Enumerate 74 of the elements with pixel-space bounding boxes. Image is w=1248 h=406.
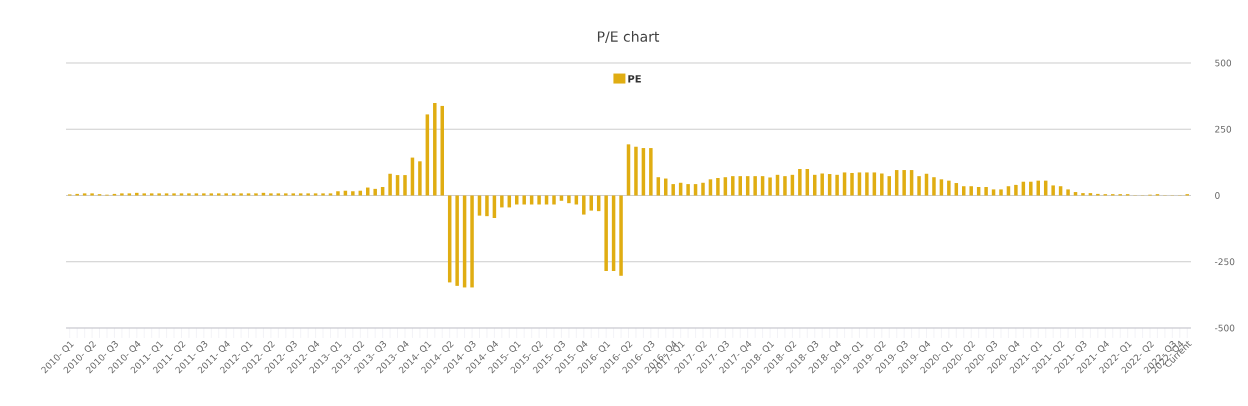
bar (388, 173, 392, 196)
bar (604, 195, 608, 272)
bar (157, 193, 161, 196)
bar (120, 193, 124, 196)
bar (753, 176, 757, 196)
bar (686, 184, 690, 196)
bar (455, 195, 459, 286)
bar (142, 193, 146, 196)
bar (239, 193, 243, 196)
bar (306, 193, 310, 196)
bar (269, 193, 273, 196)
bar (567, 195, 571, 204)
y-tick-label: -250 (1214, 258, 1235, 266)
bar (716, 178, 720, 196)
bar (962, 186, 966, 196)
bar (783, 176, 787, 196)
bar (403, 175, 407, 196)
bar (291, 193, 295, 196)
bar (470, 195, 474, 288)
bar (418, 161, 422, 196)
bar (582, 195, 586, 215)
bar (1029, 181, 1033, 196)
bar (634, 146, 638, 196)
bar (619, 195, 623, 276)
y-tick-label: -500 (1214, 324, 1235, 332)
y-tick-label: 500 (1215, 59, 1232, 67)
bar (671, 184, 675, 196)
bar (1014, 184, 1018, 196)
y-tick-label: 0 (1215, 192, 1220, 199)
bar (820, 173, 824, 196)
bar (731, 176, 735, 196)
legend-label: PE (628, 75, 641, 83)
bar (321, 193, 325, 196)
bar (932, 177, 936, 196)
bar (798, 168, 802, 196)
bar (90, 193, 94, 196)
bar (984, 187, 988, 196)
bar (768, 177, 772, 196)
bar (1051, 185, 1055, 196)
bar (559, 195, 564, 201)
bar (1081, 193, 1085, 196)
bar (835, 174, 839, 196)
bar (865, 172, 869, 196)
bar (999, 189, 1003, 196)
bar (202, 193, 206, 196)
bar (902, 170, 906, 196)
bar (254, 193, 258, 196)
bar (284, 193, 288, 196)
bar (813, 174, 817, 196)
bar (500, 195, 504, 208)
bar (701, 182, 705, 196)
bar (224, 193, 228, 196)
bar (336, 191, 340, 196)
bar (850, 172, 854, 196)
bar (880, 173, 884, 196)
y-tick-label: 250 (1215, 125, 1232, 133)
bar (485, 195, 489, 217)
bar (522, 195, 526, 205)
bar (589, 195, 593, 211)
bar (433, 103, 437, 196)
bar (649, 148, 653, 196)
bar (1066, 189, 1070, 196)
bar (187, 193, 191, 196)
bar (917, 176, 921, 196)
bar (440, 105, 444, 196)
bar (537, 195, 541, 205)
bar (969, 186, 973, 196)
chart-title: P/E chart (597, 31, 660, 43)
bar (172, 193, 176, 196)
bar (477, 195, 482, 216)
bar (351, 191, 355, 196)
bar (947, 180, 951, 196)
bar (373, 188, 377, 196)
bar (552, 195, 556, 205)
